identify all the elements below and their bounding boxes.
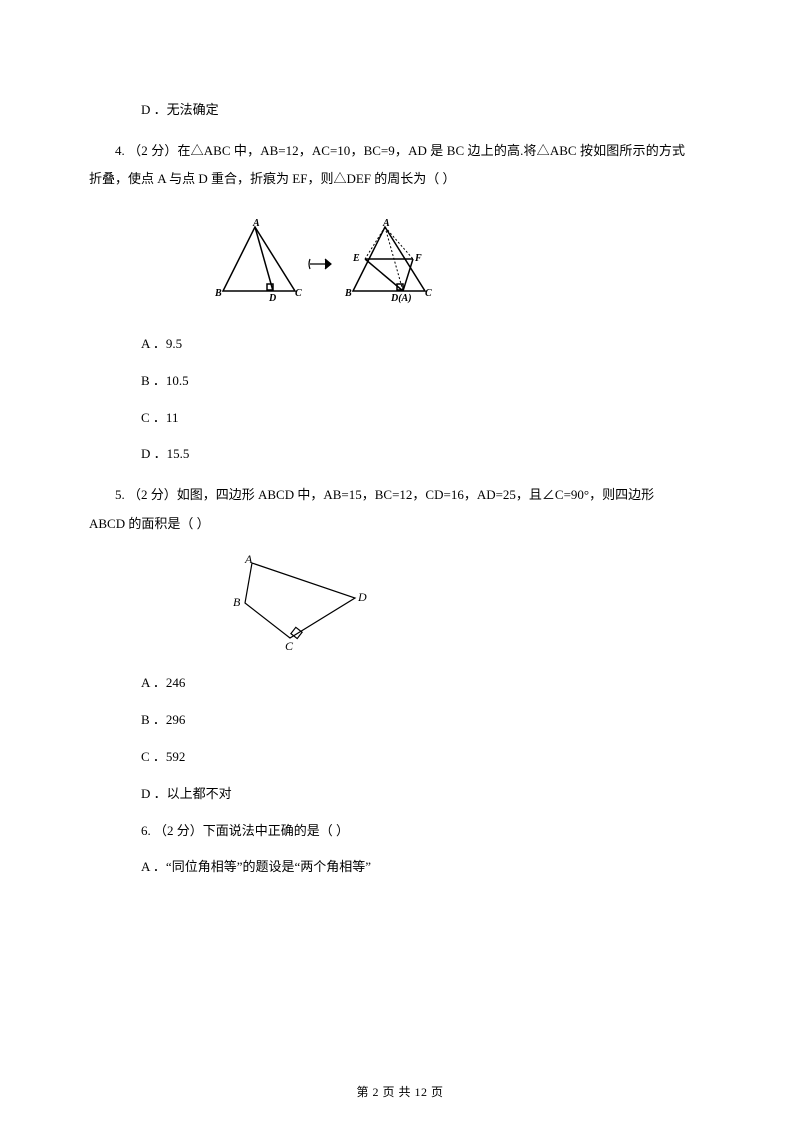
q4-option-d: D ．15.5 (115, 444, 685, 465)
q4-option-a: A ．9.5 (115, 334, 685, 355)
q5-figure: A B C D (230, 553, 685, 653)
svg-text:E: E (352, 253, 360, 264)
q5-option-c: C ．592 (115, 747, 685, 768)
page-content: D ．无法确定 4. （2 分）在△ABC 中，AB=12，AC=10，BC=9… (0, 0, 800, 954)
q5-stem: 5. （2 分）如图，四边形 ABCD 中，AB=15，BC=12，CD=16，… (89, 481, 685, 538)
triangle-fold-diagram: A B C D A B (215, 219, 455, 309)
quadrilateral-diagram: A B C D (230, 553, 380, 653)
q5-option-a: A ．246 (115, 673, 685, 694)
q5-option-d: D ．以上都不对 (115, 784, 685, 805)
svg-text:B: B (344, 288, 352, 299)
svg-text:C: C (285, 639, 294, 653)
q5-option-b: B ．296 (115, 710, 685, 731)
q4-option-b: B ．10.5 (115, 371, 685, 392)
svg-text:C: C (425, 288, 432, 299)
q4-figure: A B C D A B (215, 219, 685, 309)
q6-stem: 6. （2 分）下面说法中正确的是（ ） (115, 821, 685, 842)
svg-text:B: B (233, 595, 241, 609)
q4-option-c: C ．11 (115, 408, 685, 429)
svg-text:A: A (382, 219, 390, 229)
svg-text:A: A (244, 553, 253, 566)
svg-text:C: C (295, 288, 302, 299)
svg-text:D(A): D(A) (390, 293, 412, 304)
q6-option-a: A ．“同位角相等”的题设是“两个角相等” (115, 857, 685, 878)
svg-text:D: D (268, 293, 276, 304)
page-footer: 第 2 页 共 12 页 (0, 1083, 800, 1100)
q3-option-d: D ．无法确定 (115, 100, 685, 121)
svg-text:A: A (252, 219, 260, 229)
svg-text:B: B (215, 288, 222, 299)
svg-text:D: D (357, 590, 367, 604)
q4-stem: 4. （2 分）在△ABC 中，AB=12，AC=10，BC=9，AD 是 BC… (89, 137, 685, 194)
svg-text:F: F (414, 253, 422, 264)
